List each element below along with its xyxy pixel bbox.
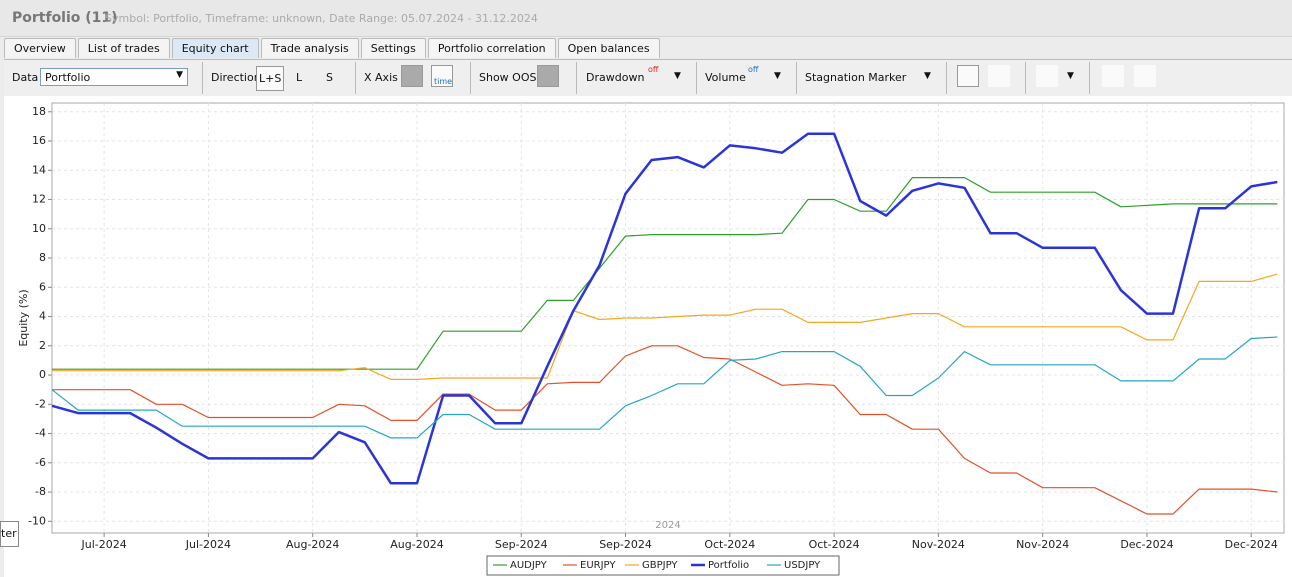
x-tick-label: Jul-2024 <box>81 538 127 551</box>
separator <box>696 62 697 94</box>
tabs: Overview List of trades Equity chart Trade … <box>4 38 660 58</box>
drawdown-button[interactable]: off <box>644 65 666 87</box>
stagnation-label: Stagnation Marker <box>805 71 907 84</box>
tab[interactable]: Portfolio correlation <box>427 38 556 58</box>
y-tick-label: 2 <box>39 339 46 352</box>
dropdown-arrow[interactable]: ▼ <box>774 71 781 81</box>
direction-option[interactable]: S <box>326 71 333 84</box>
tab[interactable]: Overview <box>4 38 76 58</box>
legend-label: EURJPY <box>580 560 616 571</box>
data-label: Data <box>12 71 39 84</box>
series-line <box>52 176 1278 370</box>
header: Portfolio (11) Symbol: Portfolio, Timefra… <box>0 0 1292 37</box>
y-tick-label: 12 <box>32 193 46 206</box>
legend-label: USDJPY <box>784 560 821 571</box>
chart-button[interactable] <box>1134 65 1156 87</box>
tooltip-text: ter <box>1 527 17 540</box>
subtitle: Symbol: Portfolio, Timeframe: unknown, D… <box>105 12 538 25</box>
tooltip: ter <box>0 521 19 547</box>
chart-button[interactable] <box>1036 65 1058 87</box>
tab[interactable]: List of trades <box>77 38 170 58</box>
x-tick-label: Oct-2024 <box>809 538 860 551</box>
y-tick-label: 14 <box>32 163 46 176</box>
volume-icon: off <box>748 65 759 74</box>
chart-button[interactable] <box>957 65 979 87</box>
separator <box>946 62 947 94</box>
y-tick-label: -2 <box>35 397 46 410</box>
legend-label: Portfolio <box>708 560 749 571</box>
plot-area <box>51 102 1285 534</box>
show-oos-label: Show OOS <box>479 71 537 84</box>
tab[interactable]: Equity chart <box>171 38 259 58</box>
y-tick-label: 0 <box>39 368 46 381</box>
x-axis-time-button[interactable]: time <box>431 65 453 87</box>
dropdown-arrow[interactable]: ▼ <box>924 71 931 81</box>
series-line <box>52 273 1278 380</box>
y-tick-label: -4 <box>35 427 46 440</box>
tab[interactable]: Settings <box>360 38 426 58</box>
x-tick-label: Jul-2024 <box>185 538 231 551</box>
y-tick-label: 4 <box>39 310 46 323</box>
dropdown-arrow[interactable]: ▼ <box>1067 71 1074 81</box>
series-line <box>52 345 1278 515</box>
time-icon: time <box>434 77 453 86</box>
drawdown-label: Drawdown <box>586 71 645 84</box>
x-axis-index-button[interactable] <box>401 65 423 87</box>
x-tick-label: Sep-2024 <box>495 538 548 551</box>
separator <box>355 62 356 94</box>
series-line <box>51 132 1278 485</box>
stagnation-button[interactable] <box>894 65 916 87</box>
tab[interactable]: Trade analysis <box>260 38 359 58</box>
y-tick-label: 8 <box>39 251 46 264</box>
x-tick-label: Sep-2024 <box>599 538 652 551</box>
chart-button[interactable] <box>1102 65 1124 87</box>
direction-option[interactable]: L+S <box>256 66 285 91</box>
toolbar: Data Portfolio ▼ Direction L+S L S X Axis… <box>4 59 1292 97</box>
data-select[interactable]: Portfolio ▼ <box>40 68 188 86</box>
x-tick-label: Nov-2024 <box>1016 538 1069 551</box>
legend-label: GBPJPY <box>642 560 678 571</box>
legend-label: AUDJPY <box>510 560 548 571</box>
drawdown-icon: off <box>648 65 659 74</box>
separator <box>576 62 577 94</box>
y-tick-label: -6 <box>35 456 46 469</box>
direction-label: Direction <box>211 71 261 84</box>
volume-label: Volume <box>705 71 746 84</box>
separator <box>1089 62 1090 94</box>
x-tick-label: Nov-2024 <box>912 538 965 551</box>
x-tick-label: Oct-2024 <box>704 538 755 551</box>
x-tick-label: Aug-2024 <box>286 538 339 551</box>
y-axis-label: Equity (%) <box>17 289 30 346</box>
y-tick-label: 16 <box>32 134 46 147</box>
x-tick-label: Dec-2024 <box>1225 538 1278 551</box>
series-line <box>51 336 1278 439</box>
title: Portfolio (11) <box>12 10 118 26</box>
y-tick-label: -8 <box>35 485 46 498</box>
equity-chart: -10 -8 -6 -4 -2 0 2 4 6 8 10 12 14 16 18 Jul-2024 Jul-20… <box>4 96 1292 577</box>
y-tick-label: 10 <box>32 222 46 235</box>
show-oos-button[interactable] <box>537 65 559 87</box>
legend <box>486 555 840 576</box>
chart-button[interactable] <box>988 65 1010 87</box>
separator <box>796 62 797 94</box>
data-value: Portfolio <box>45 71 91 84</box>
y-tick-label: 6 <box>39 280 46 293</box>
separator <box>202 62 203 94</box>
x-tick-label: Aug-2024 <box>390 538 443 551</box>
x-axis-label: X Axis <box>364 71 398 84</box>
x-annotation: 2024 <box>655 520 680 531</box>
tab[interactable]: Open balances <box>557 38 660 58</box>
separator <box>470 62 471 94</box>
direction-option[interactable]: L <box>296 71 303 84</box>
separator <box>1025 62 1026 94</box>
y-tick-label: 18 <box>32 105 46 118</box>
volume-button[interactable]: off <box>744 65 766 87</box>
dropdown-arrow[interactable]: ▼ <box>674 71 681 81</box>
y-tick-label: -10 <box>28 514 46 527</box>
x-tick-label: Dec-2024 <box>1120 538 1173 551</box>
